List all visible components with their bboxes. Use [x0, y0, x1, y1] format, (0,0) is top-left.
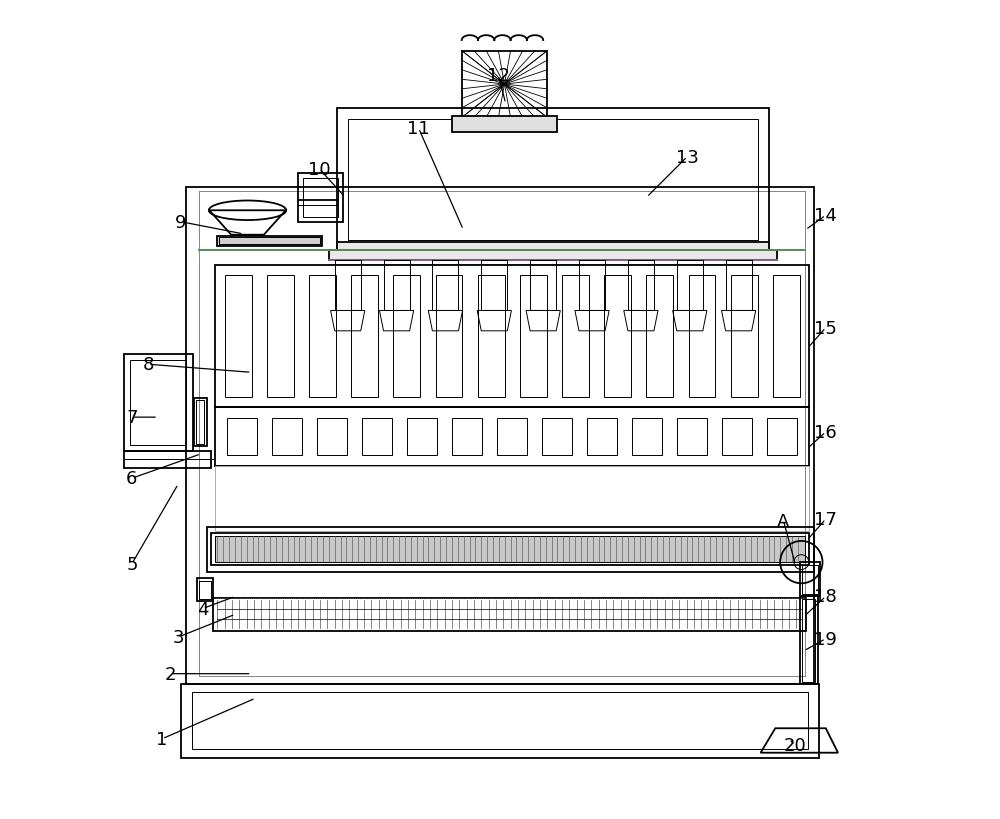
- Bar: [436, 275, 462, 397]
- Bar: [800, 563, 820, 596]
- Bar: [773, 275, 800, 397]
- Bar: [731, 275, 758, 397]
- Bar: [192, 693, 808, 749]
- Bar: [677, 260, 703, 311]
- Bar: [335, 260, 361, 311]
- Text: 4: 4: [197, 600, 208, 618]
- Bar: [298, 174, 343, 223]
- Text: 9: 9: [175, 214, 186, 232]
- Bar: [542, 419, 572, 456]
- Bar: [194, 398, 207, 447]
- Bar: [124, 354, 193, 452]
- Bar: [520, 275, 547, 397]
- Text: 1: 1: [156, 730, 168, 748]
- Bar: [329, 251, 777, 260]
- Bar: [196, 400, 204, 445]
- Text: 6: 6: [126, 469, 138, 487]
- Bar: [628, 260, 654, 311]
- Bar: [478, 275, 505, 397]
- Text: 19: 19: [814, 630, 837, 648]
- Bar: [530, 260, 556, 311]
- Bar: [219, 238, 320, 244]
- Bar: [677, 419, 707, 456]
- Bar: [337, 109, 769, 251]
- Text: 15: 15: [814, 319, 837, 337]
- Bar: [802, 599, 815, 682]
- Bar: [317, 419, 347, 456]
- Text: 13: 13: [676, 148, 699, 166]
- Bar: [197, 579, 213, 601]
- Bar: [309, 275, 336, 397]
- Bar: [800, 596, 818, 685]
- Bar: [207, 527, 814, 572]
- Bar: [217, 237, 322, 247]
- Bar: [632, 419, 662, 456]
- Bar: [215, 467, 809, 532]
- Text: A: A: [777, 512, 790, 530]
- Text: 7: 7: [126, 409, 138, 427]
- Bar: [124, 452, 211, 468]
- Bar: [199, 192, 805, 676]
- Bar: [767, 419, 797, 456]
- Bar: [579, 260, 605, 311]
- Bar: [199, 581, 211, 599]
- Bar: [497, 419, 527, 456]
- Text: 20: 20: [783, 736, 806, 754]
- Text: 12: 12: [487, 67, 510, 85]
- Bar: [452, 419, 482, 456]
- Bar: [211, 533, 809, 566]
- Bar: [225, 275, 252, 397]
- Bar: [481, 260, 507, 311]
- Bar: [587, 419, 617, 456]
- Bar: [452, 116, 557, 133]
- Bar: [213, 598, 806, 631]
- Bar: [351, 275, 378, 397]
- Bar: [407, 419, 437, 456]
- Bar: [215, 408, 809, 467]
- Bar: [227, 419, 257, 456]
- Text: 14: 14: [814, 207, 837, 225]
- Bar: [272, 419, 302, 456]
- Text: 2: 2: [164, 665, 176, 683]
- Bar: [130, 360, 186, 446]
- Bar: [181, 685, 819, 758]
- Bar: [393, 275, 420, 397]
- Bar: [726, 260, 752, 311]
- Bar: [462, 52, 547, 118]
- Bar: [562, 275, 589, 397]
- Bar: [215, 536, 805, 563]
- Text: 16: 16: [814, 423, 837, 441]
- Bar: [186, 188, 814, 685]
- Bar: [646, 275, 673, 397]
- Bar: [722, 419, 752, 456]
- Text: 3: 3: [173, 628, 184, 646]
- Text: 18: 18: [814, 587, 837, 605]
- Bar: [303, 179, 338, 218]
- Text: 8: 8: [142, 355, 154, 373]
- Bar: [362, 419, 392, 456]
- Bar: [802, 565, 818, 594]
- Text: 11: 11: [407, 120, 430, 138]
- Bar: [215, 265, 809, 408]
- Bar: [267, 275, 294, 397]
- Bar: [337, 242, 769, 255]
- Text: 17: 17: [814, 510, 837, 528]
- Bar: [348, 120, 758, 240]
- Text: 5: 5: [126, 555, 138, 573]
- Bar: [384, 260, 410, 311]
- Bar: [604, 275, 631, 397]
- Text: 10: 10: [308, 161, 331, 179]
- Bar: [689, 275, 715, 397]
- Bar: [432, 260, 458, 311]
